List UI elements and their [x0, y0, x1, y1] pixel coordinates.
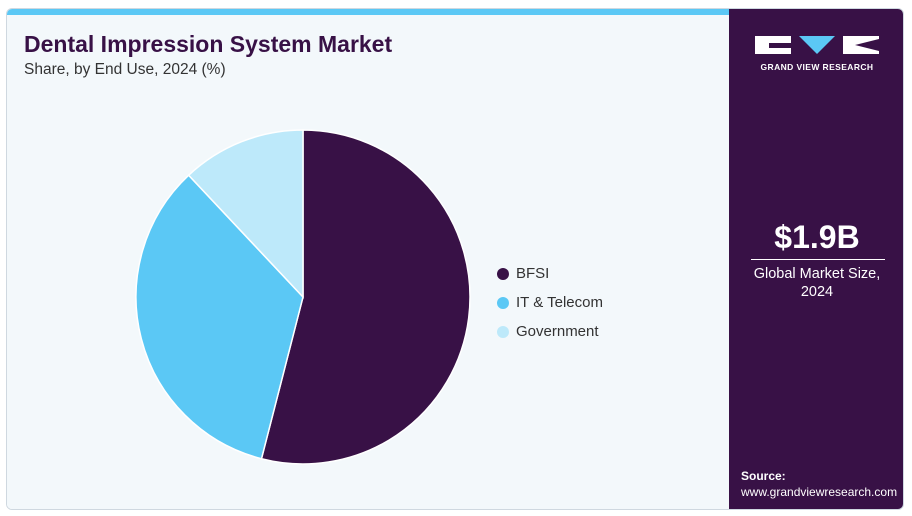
- market-size-caption: Global Market Size, 2024: [737, 265, 897, 301]
- caption-line-1: Global Market Size,: [753, 266, 881, 282]
- summary-sidebar: GRAND VIEW RESEARCH $1.9B Global Market …: [729, 9, 903, 509]
- chart-card: Dental Impression System Market Share, b…: [6, 8, 904, 510]
- caption-line-2: 2024: [800, 284, 834, 300]
- pie-slice-it-telecom: [135, 174, 304, 460]
- legend-swatch: [497, 296, 509, 309]
- pie-chart: [135, 129, 471, 465]
- legend-item-government: Government: [497, 317, 603, 346]
- pie-slice-government: [187, 129, 304, 299]
- legend-swatch: [497, 325, 509, 338]
- chart-legend: BFSI IT & Telecom Government: [497, 259, 603, 346]
- pie-slice-bfsi: [260, 129, 471, 465]
- legend-label: IT & Telecom: [516, 294, 603, 311]
- grand-view-research-logo: [755, 36, 879, 54]
- legend-swatch: [497, 267, 509, 280]
- legend-label: BFSI: [516, 265, 550, 282]
- divider: [751, 259, 885, 260]
- source-link[interactable]: www.grandviewresearch.com: [741, 485, 898, 499]
- chart-subtitle: Share, by End Use, 2024 (%): [24, 61, 226, 78]
- source-label: Source:: [741, 469, 786, 483]
- legend-label: Government: [516, 323, 599, 340]
- accent-bar: [7, 9, 729, 15]
- chart-panel: Dental Impression System Market Share, b…: [7, 9, 729, 509]
- market-size-value: $1.9B: [774, 219, 860, 255]
- legend-item-it-telecom: IT & Telecom: [497, 288, 603, 317]
- legend-item-bfsi: BFSI: [497, 259, 603, 288]
- logo-wordmark: GRAND VIEW RESEARCH: [760, 62, 874, 72]
- chart-title: Dental Impression System Market: [24, 31, 393, 57]
